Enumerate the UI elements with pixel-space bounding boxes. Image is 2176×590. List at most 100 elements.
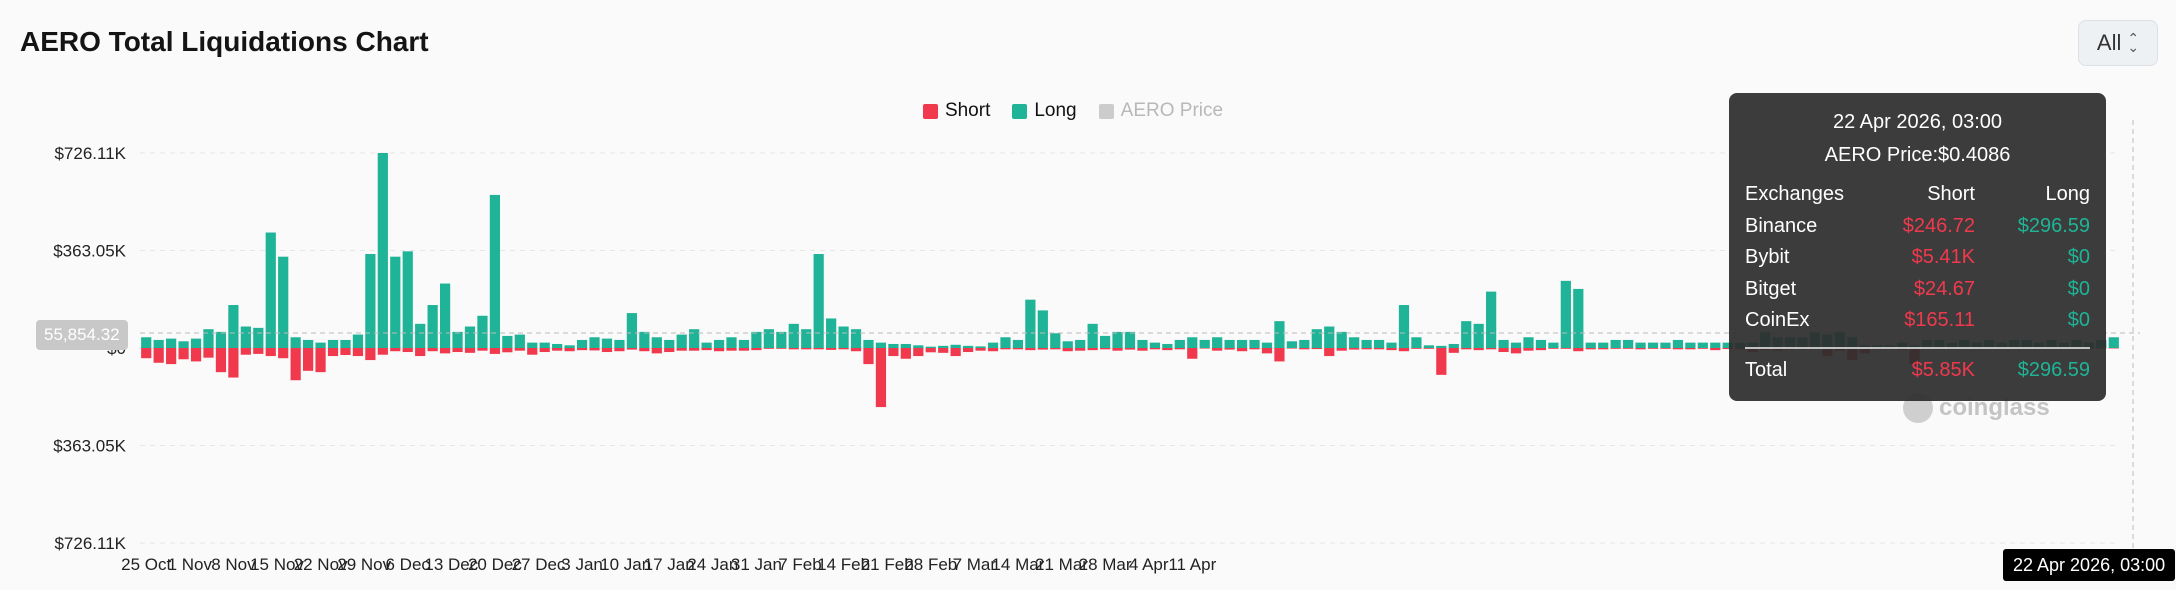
long-bar[interactable] <box>1299 339 1310 348</box>
short-bar[interactable] <box>1573 348 1584 352</box>
short-bar[interactable] <box>900 348 911 359</box>
short-bar[interactable] <box>1062 348 1073 352</box>
long-bar[interactable] <box>987 342 999 348</box>
long-bar[interactable] <box>1461 321 1472 348</box>
long-bar[interactable] <box>900 343 911 348</box>
long-bar[interactable] <box>1685 342 1696 348</box>
long-bar[interactable] <box>390 256 401 348</box>
short-bar[interactable] <box>390 348 401 352</box>
short-bar[interactable] <box>327 348 339 357</box>
short-bar[interactable] <box>875 348 887 408</box>
short-bar[interactable] <box>1386 348 1397 351</box>
short-bar[interactable] <box>502 348 513 353</box>
long-bar[interactable] <box>826 318 837 348</box>
short-bar[interactable] <box>141 348 152 359</box>
long-bar[interactable] <box>1473 323 1484 348</box>
short-bar[interactable] <box>726 348 737 351</box>
long-bar[interactable] <box>1075 339 1086 348</box>
short-bar[interactable] <box>987 348 999 352</box>
short-bar[interactable] <box>1324 348 1335 357</box>
long-bar[interactable] <box>452 331 463 348</box>
long-bar[interactable] <box>1124 331 1136 348</box>
long-bar[interactable] <box>477 315 488 348</box>
short-bar[interactable] <box>963 348 974 353</box>
short-bar[interactable] <box>701 348 712 351</box>
long-bar[interactable] <box>1311 329 1322 348</box>
long-bar[interactable] <box>601 338 613 348</box>
long-bar[interactable] <box>1672 339 1684 348</box>
long-bar[interactable] <box>365 254 376 348</box>
short-bar[interactable] <box>913 348 924 357</box>
short-bar[interactable] <box>1548 348 1559 349</box>
short-bar[interactable] <box>1585 348 1596 350</box>
long-bar[interactable] <box>1349 337 1360 348</box>
short-bar[interactable] <box>240 348 251 355</box>
short-bar[interactable] <box>178 348 189 360</box>
short-bar[interactable] <box>614 348 625 352</box>
short-bar[interactable] <box>1236 348 1248 352</box>
long-bar[interactable] <box>253 327 264 348</box>
long-bar[interactable] <box>539 342 550 348</box>
short-bar[interactable] <box>1025 348 1036 351</box>
long-bar[interactable] <box>303 339 314 348</box>
short-bar[interactable] <box>514 348 525 351</box>
long-bar[interactable] <box>1411 337 1422 348</box>
short-bar[interactable] <box>452 348 463 353</box>
short-bar[interactable] <box>153 348 164 363</box>
long-bar[interactable] <box>689 329 700 348</box>
short-bar[interactable] <box>365 348 376 361</box>
long-bar[interactable] <box>1448 343 1459 348</box>
short-bar[interactable] <box>975 348 986 351</box>
long-bar[interactable] <box>1610 339 1621 348</box>
short-bar[interactable] <box>576 348 588 351</box>
long-bar[interactable] <box>1560 280 1571 348</box>
short-bar[interactable] <box>888 348 899 357</box>
long-bar[interactable] <box>1162 343 1173 348</box>
long-bar[interactable] <box>1099 335 1111 348</box>
short-bar[interactable] <box>1523 348 1534 351</box>
short-bar[interactable] <box>340 348 351 355</box>
long-bar[interactable] <box>1224 339 1235 348</box>
short-bar[interactable] <box>639 348 650 352</box>
short-bar[interactable] <box>1461 348 1472 350</box>
short-bar[interactable] <box>1311 348 1322 350</box>
short-bar[interactable] <box>203 348 214 358</box>
short-bar[interactable] <box>1336 348 1347 351</box>
long-bar[interactable] <box>564 345 575 348</box>
short-bar[interactable] <box>1448 348 1459 353</box>
long-bar[interactable] <box>776 331 787 348</box>
long-bar[interactable] <box>950 344 961 348</box>
long-bar[interactable] <box>402 251 413 348</box>
long-bar[interactable] <box>1647 342 1659 348</box>
long-bar[interactable] <box>1249 339 1260 348</box>
short-bar[interactable] <box>1436 348 1447 375</box>
short-bar[interactable] <box>813 348 824 350</box>
long-bar[interactable] <box>141 337 152 348</box>
short-bar[interactable] <box>303 348 314 371</box>
long-bar[interactable] <box>676 334 687 348</box>
long-bar[interactable] <box>1324 326 1335 348</box>
short-bar[interactable] <box>1398 348 1410 352</box>
short-bar[interactable] <box>253 348 264 354</box>
long-bar[interactable] <box>265 232 276 348</box>
short-bar[interactable] <box>1498 348 1509 353</box>
short-bar[interactable] <box>826 348 837 350</box>
short-bar[interactable] <box>427 348 438 352</box>
short-bar[interactable] <box>265 348 276 357</box>
short-bar[interactable] <box>838 348 849 350</box>
long-bar[interactable] <box>1573 288 1584 348</box>
short-bar[interactable] <box>1647 348 1659 349</box>
short-bar[interactable] <box>1137 348 1148 351</box>
short-bar[interactable] <box>402 348 413 353</box>
long-bar[interactable] <box>552 343 563 348</box>
short-bar[interactable] <box>1623 348 1634 349</box>
long-bar[interactable] <box>1062 341 1073 348</box>
short-bar[interactable] <box>763 348 774 349</box>
short-bar[interactable] <box>738 348 750 351</box>
long-bar[interactable] <box>489 194 501 348</box>
short-bar[interactable] <box>1610 348 1621 349</box>
short-bar[interactable] <box>1373 348 1385 350</box>
short-bar[interactable] <box>713 348 725 352</box>
long-bar[interactable] <box>713 339 725 348</box>
short-bar[interactable] <box>1187 348 1198 359</box>
